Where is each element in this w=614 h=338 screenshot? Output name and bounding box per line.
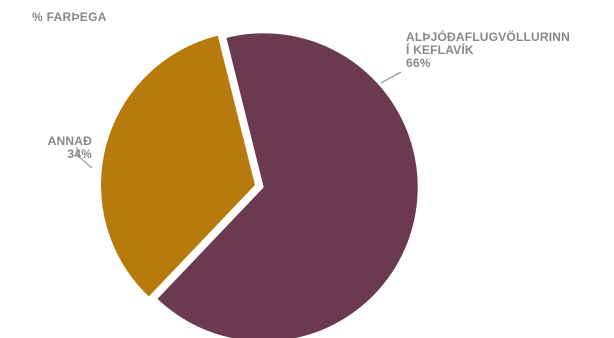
slice-label-keflavik-line2: Í KEFLAVÍK	[406, 43, 474, 57]
slice-label-keflavik-line1: ALÞJÓÐAFLUGVÖLLURINN	[406, 30, 570, 44]
slice-annad	[101, 35, 256, 297]
chart-title: % FARÞEGA	[32, 10, 107, 24]
slice-label-annad: ANNAÐ 34%	[36, 135, 92, 161]
slice-label-keflavik: ALÞJÓÐAFLUGVÖLLURINN Í KEFLAVÍK 66%	[406, 31, 570, 70]
slice-value-annad: 34%	[67, 147, 92, 161]
slice-keflavik	[157, 33, 418, 338]
slice-label-annad-line1: ANNAÐ	[47, 134, 92, 148]
leader-line-annad	[76, 147, 93, 169]
leader-line-keflavik	[380, 71, 402, 84]
slice-value-keflavik: 66%	[406, 56, 431, 70]
